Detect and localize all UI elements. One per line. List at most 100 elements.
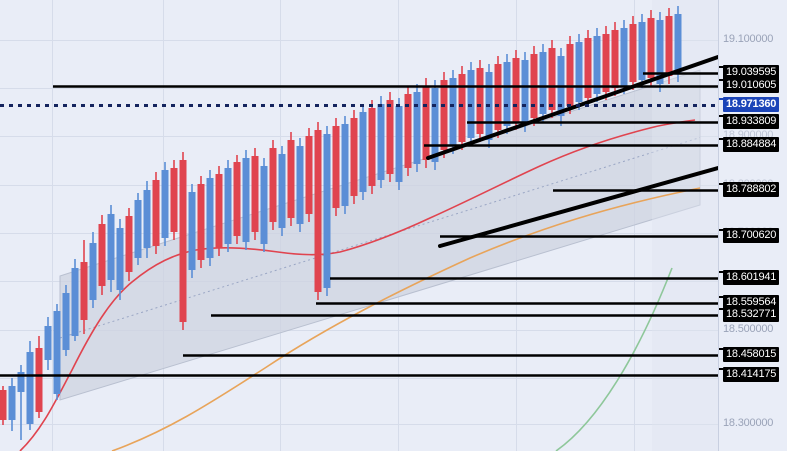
candle-body[interactable] [620,28,628,86]
candle-body[interactable] [260,166,268,244]
chart-plot-area[interactable] [0,0,718,451]
candle-body[interactable] [224,168,232,244]
axis-tick-dash [719,98,723,100]
candle-body[interactable] [17,372,25,392]
axis-tick-dash [719,229,723,231]
candle-body[interactable] [368,108,376,186]
candle-body[interactable] [602,34,610,92]
candle-body[interactable] [359,112,367,192]
candle-body[interactable] [161,170,169,238]
candle-body[interactable] [476,68,484,134]
candle-body[interactable] [71,268,79,336]
chart-svg [0,0,718,451]
candle-body[interactable] [638,22,646,80]
candle-body[interactable] [44,326,52,360]
candle-body[interactable] [107,214,115,280]
candle-body[interactable] [62,293,70,350]
price-level-label[interactable]: 18.788802 [719,182,780,197]
candle-body[interactable] [395,106,403,182]
price-level-label[interactable]: 18.414175 [719,367,780,382]
candle-body[interactable] [323,134,331,288]
candle-body[interactable] [584,38,592,98]
candle-body[interactable] [116,228,124,290]
price-level-label[interactable]: 18.700620 [719,228,780,243]
candle-body[interactable] [296,146,304,224]
candle-body[interactable] [575,42,583,102]
candle-body[interactable] [503,62,511,126]
horizontal-price-rays[interactable] [0,72,718,377]
candle-body[interactable] [647,18,655,78]
price-axis[interactable]: 19.00000018.90000018.80000018.70000018.6… [718,0,787,451]
candle-body[interactable] [179,160,187,322]
candle-body[interactable] [197,184,205,260]
candle-body[interactable] [98,224,106,286]
axis-tick-dash [719,368,723,370]
candle-body[interactable] [629,24,637,82]
candle-body[interactable] [215,174,223,248]
candle-body[interactable] [440,80,448,150]
candle-body[interactable] [341,124,349,206]
candle-body[interactable] [548,48,556,110]
candle-body[interactable] [413,92,421,164]
candle-body[interactable] [35,348,43,412]
candle-body[interactable] [656,20,664,84]
candle-body[interactable] [8,386,16,420]
candle-body[interactable] [566,44,574,106]
candle-body[interactable] [512,58,520,122]
candle-body[interactable] [539,52,547,114]
price-level-label[interactable]: 19.039595 [719,65,780,80]
candle-body[interactable] [233,162,241,236]
candle-body[interactable] [134,200,142,258]
candle-body[interactable] [386,100,394,174]
candle-body[interactable] [170,168,178,232]
candle-body[interactable] [458,74,466,142]
candlestick-series[interactable] [0,6,682,440]
axis-gridline-label: 19.100000 [723,33,774,45]
price-level-label[interactable]: 18.601941 [719,270,780,285]
axis-tick-dash [719,66,723,68]
candle-body[interactable] [206,178,214,258]
candle-body[interactable] [152,180,160,246]
candle-body[interactable] [287,140,295,218]
candle-body[interactable] [611,30,619,88]
price-level-label[interactable]: 18.884884 [719,137,780,152]
price-level-label[interactable]: 18.532771 [719,307,780,322]
axis-tick-dash [719,183,723,185]
candle-body[interactable] [305,136,313,214]
candle-body[interactable] [188,192,196,270]
candle-body[interactable] [143,190,151,248]
candle-body[interactable] [242,158,250,242]
candle-body[interactable] [314,130,322,292]
candle-body[interactable] [125,216,133,272]
candle-body[interactable] [80,262,88,320]
candle-body[interactable] [494,64,502,130]
axis-tick-dash [719,79,723,81]
candle-body[interactable] [332,126,340,208]
candle-body[interactable] [431,88,439,162]
candle-body[interactable] [521,60,529,124]
candle-body[interactable] [593,36,601,94]
candle-body[interactable] [350,118,358,196]
candle-body[interactable] [422,86,430,160]
candle-body[interactable] [377,104,385,180]
candle-body[interactable] [674,14,682,74]
candle-body[interactable] [449,78,457,146]
axis-tick-dash [719,308,723,310]
candle-body[interactable] [53,311,61,394]
candle-body[interactable] [665,16,673,76]
candle-body[interactable] [269,148,277,222]
candle-body[interactable] [278,154,286,228]
price-level-label[interactable]: 19.010605 [719,78,780,93]
price-level-label[interactable]: 18.933809 [719,114,780,129]
candle-body[interactable] [251,156,259,232]
price-level-label[interactable]: 18.559564 [719,295,780,310]
current-price-label[interactable]: 18.971360 [719,97,780,112]
ma-mid-orange-line [111,187,701,451]
candle-body[interactable] [89,243,97,300]
candle-body[interactable] [0,390,7,420]
price-level-label[interactable]: 18.458015 [719,347,780,362]
candle-body[interactable] [404,94,412,168]
axis-tick-dash [719,348,723,350]
candle-body[interactable] [26,352,34,424]
